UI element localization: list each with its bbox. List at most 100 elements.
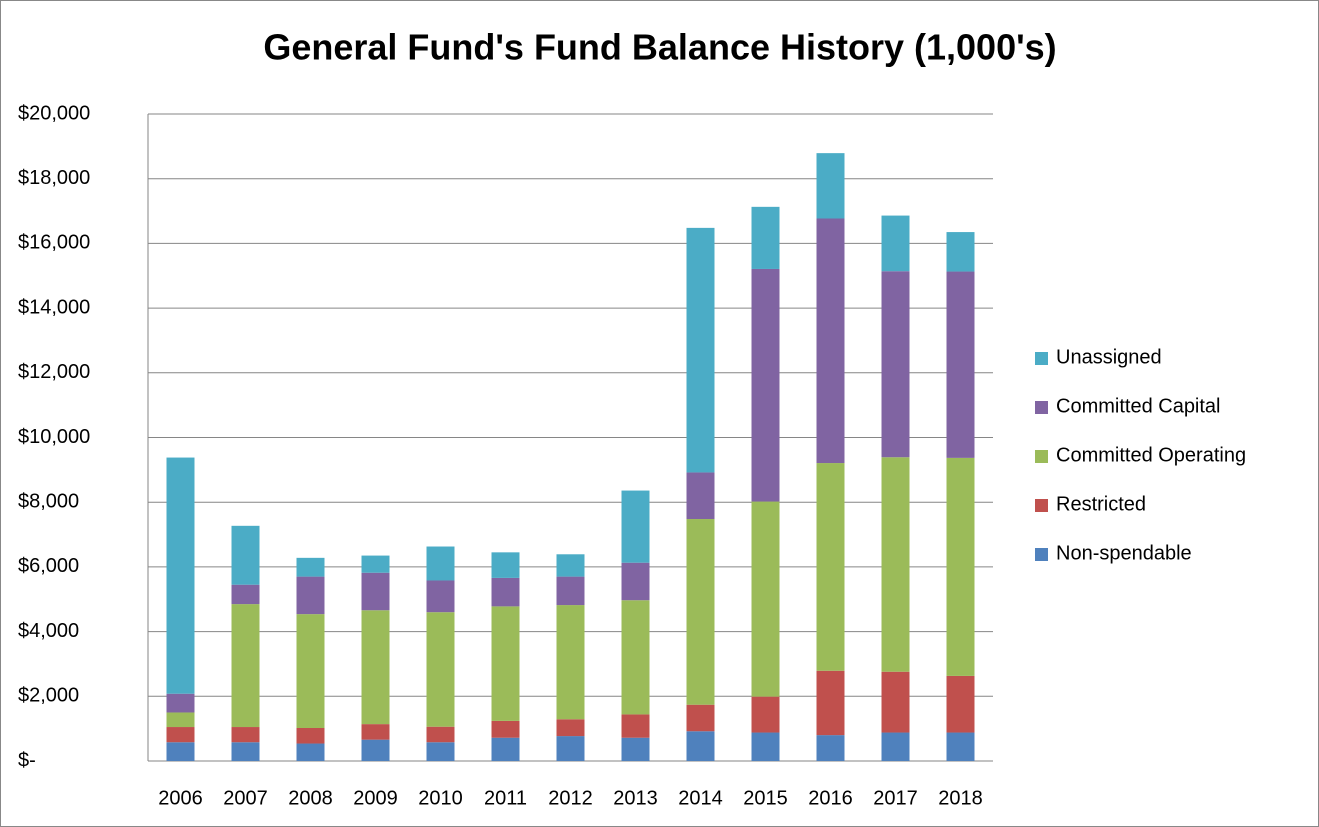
bar-segment	[621, 490, 650, 563]
legend-label: Committed Operating	[1056, 444, 1246, 466]
bar-segment	[361, 572, 390, 611]
legend-swatch	[1035, 401, 1048, 414]
legend-label: Restricted	[1056, 493, 1146, 515]
x-tick-label: 2016	[808, 787, 853, 809]
y-tick-label: $6,000	[18, 555, 79, 577]
bar-segment	[881, 215, 910, 272]
bar-segment	[231, 727, 260, 743]
bar-segment	[491, 606, 520, 721]
x-tick-label: 2012	[548, 787, 593, 809]
bar-segment	[946, 675, 975, 733]
bar-segment	[816, 218, 845, 464]
bar-segment	[166, 712, 195, 728]
y-tick-label: $10,000	[18, 426, 90, 448]
bar-segment	[751, 206, 780, 269]
x-tick-label: 2015	[743, 787, 788, 809]
bar-segment	[751, 732, 780, 761]
y-tick-label: $18,000	[18, 167, 90, 189]
x-tick-label: 2010	[418, 787, 463, 809]
bar-segment	[881, 732, 910, 761]
bar-segment	[556, 554, 585, 577]
bar-segment	[816, 153, 845, 219]
bar-segment	[491, 577, 520, 607]
y-tick-label: $14,000	[18, 296, 90, 318]
bar-segment	[426, 580, 455, 613]
x-tick-label: 2013	[613, 787, 658, 809]
bar-segment	[621, 562, 650, 601]
x-tick-label: 2011	[484, 787, 527, 809]
bar-segment	[296, 557, 325, 577]
bar-segment	[491, 737, 520, 761]
bar-segment	[751, 696, 780, 733]
y-tick-label: $20,000	[18, 102, 90, 124]
bar-segment	[231, 525, 260, 585]
legend-swatch	[1035, 352, 1048, 365]
x-tick-label: 2014	[678, 787, 723, 809]
x-tick-label: 2009	[353, 787, 398, 809]
legend-swatch	[1035, 450, 1048, 463]
bar-segment	[361, 739, 390, 761]
legend-label: Unassigned	[1056, 346, 1162, 368]
bar-segment	[426, 612, 455, 727]
x-tick-label: 2006	[158, 787, 203, 809]
bar-segment	[296, 614, 325, 729]
bar-segment	[946, 271, 975, 458]
bar-segment	[881, 671, 910, 733]
bar-segment	[166, 457, 195, 694]
bar-segment	[426, 546, 455, 581]
bar-segment	[296, 728, 325, 744]
bar-segment	[426, 726, 455, 743]
bar-segment	[556, 736, 585, 761]
legend-label: Non-spendable	[1056, 542, 1192, 564]
bar-segment	[621, 600, 650, 715]
bar-segment	[686, 704, 715, 732]
bar-segment	[751, 268, 780, 502]
bar-segment	[361, 555, 390, 573]
bar-segment	[686, 472, 715, 520]
bar-segment	[296, 576, 325, 615]
bar-segment	[621, 714, 650, 738]
bar-segment	[946, 457, 975, 676]
x-tick-label: 2018	[938, 787, 983, 809]
bar-segment	[426, 742, 455, 761]
bar-segment	[816, 735, 845, 761]
bar-segment	[491, 552, 520, 578]
bar-segment	[686, 731, 715, 761]
bar-segment	[946, 232, 975, 272]
bar-segment	[231, 742, 260, 761]
bar-segment	[166, 742, 195, 761]
bar-segment	[946, 732, 975, 761]
bar-segment	[816, 463, 845, 671]
bar-segment	[296, 743, 325, 761]
y-tick-label: $-	[18, 749, 36, 771]
bar-segment	[166, 727, 195, 743]
bar-segment	[686, 227, 715, 473]
x-tick-label: 2007	[223, 787, 268, 809]
bar-segment	[816, 670, 845, 736]
x-tick-label: 2017	[873, 787, 918, 809]
legend-swatch	[1035, 499, 1048, 512]
bar-segment	[231, 604, 260, 728]
legend-swatch	[1035, 548, 1048, 561]
bar-segment	[881, 271, 910, 458]
bar-segment	[621, 737, 650, 761]
bar-segment	[881, 457, 910, 672]
bar-segment	[361, 724, 390, 740]
legend-label: Committed Capital	[1056, 395, 1221, 417]
y-tick-label: $8,000	[18, 490, 79, 512]
bar-segment	[751, 501, 780, 697]
bar-segment	[491, 720, 520, 738]
bar-segment	[361, 610, 390, 725]
y-tick-label: $4,000	[18, 620, 79, 642]
bar-segment	[231, 584, 260, 605]
x-tick-label: 2008	[288, 787, 333, 809]
y-tick-label: $2,000	[18, 685, 79, 707]
bar-segment	[556, 576, 585, 606]
bar-segment	[166, 693, 195, 713]
bar-segment	[556, 719, 585, 737]
chart-title: General Fund's Fund Balance History (1,0…	[263, 27, 1056, 68]
bar-segment	[686, 519, 715, 705]
y-tick-label: $16,000	[18, 232, 90, 254]
